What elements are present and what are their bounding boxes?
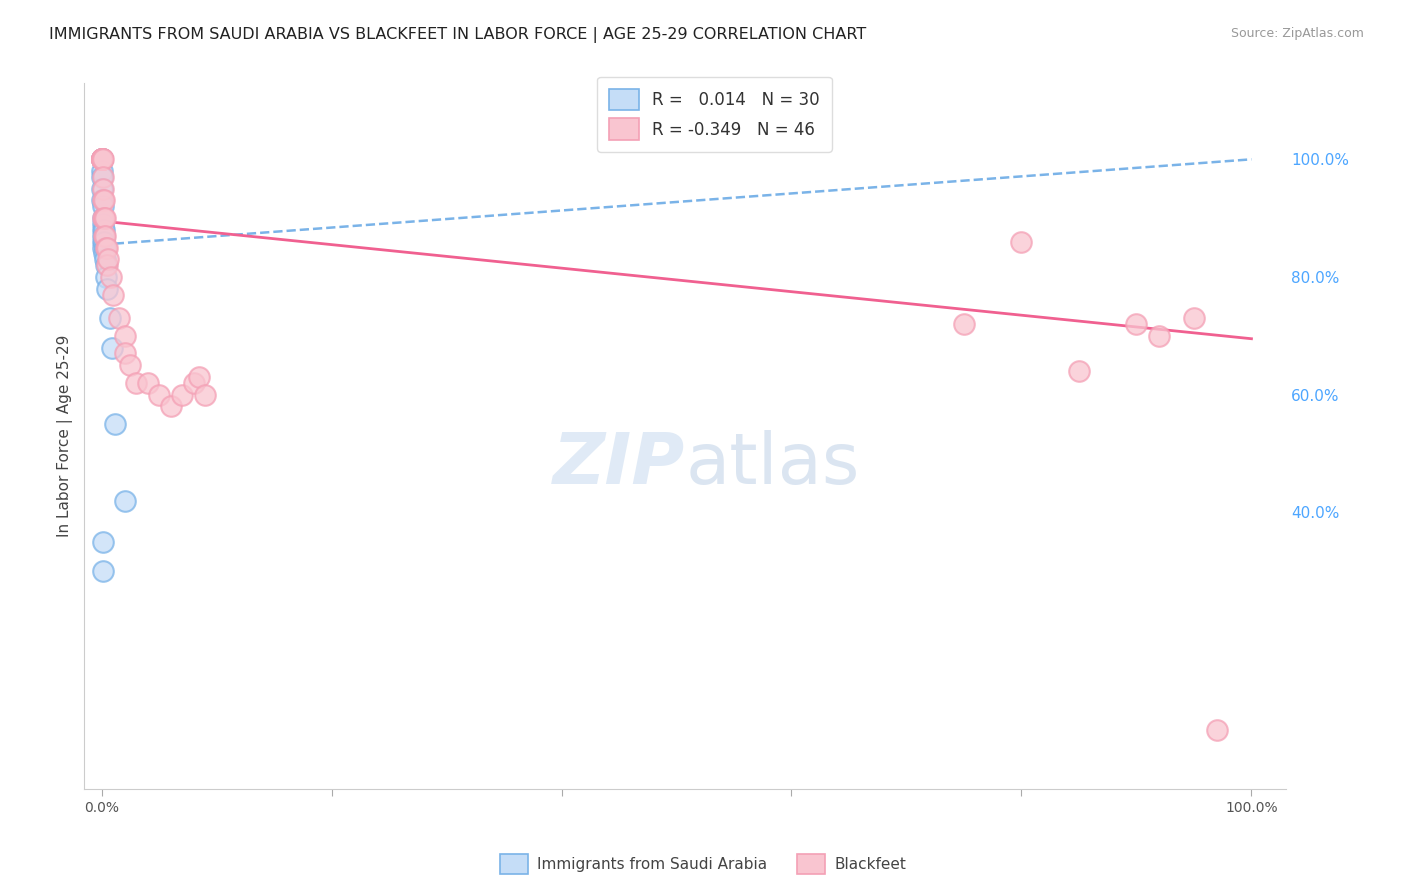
Point: [90, 153, 112, 167]
Point: [90, 153, 112, 167]
Point: [159, 400, 181, 414]
Point: [93, 228, 115, 243]
Point: [96, 282, 118, 296]
Point: [98, 311, 121, 326]
Y-axis label: In Labor Force | Age 25-29: In Labor Force | Age 25-29: [58, 334, 73, 537]
Point: [104, 417, 127, 431]
Point: [170, 387, 193, 401]
Point: [90, 153, 112, 167]
Point: [107, 311, 129, 326]
Point: [91, 199, 114, 213]
Point: [96, 258, 118, 272]
Point: [194, 387, 217, 401]
Point: [183, 376, 205, 390]
Point: [94, 258, 117, 272]
Point: [94, 228, 117, 243]
Point: [91, 153, 114, 167]
Point: [90, 153, 112, 167]
Point: [120, 358, 142, 372]
Point: [94, 252, 117, 267]
Point: [91, 194, 114, 208]
Text: Source: ZipAtlas.com: Source: ZipAtlas.com: [1230, 27, 1364, 40]
Point: [1149, 328, 1171, 343]
Point: [148, 387, 170, 401]
Point: [90, 153, 112, 167]
Point: [93, 228, 115, 243]
Point: [90, 153, 112, 167]
Point: [90, 153, 112, 167]
Point: [1067, 364, 1090, 378]
Point: [91, 564, 114, 578]
Point: [90, 153, 112, 167]
Legend: Immigrants from Saudi Arabia, Blackfeet: Immigrants from Saudi Arabia, Blackfeet: [494, 848, 912, 880]
Point: [1011, 235, 1033, 249]
Text: IMMIGRANTS FROM SAUDI ARABIA VS BLACKFEET IN LABOR FORCE | AGE 25-29 CORRELATION: IMMIGRANTS FROM SAUDI ARABIA VS BLACKFEE…: [49, 27, 866, 43]
Point: [1182, 311, 1205, 326]
Point: [91, 217, 114, 231]
Point: [91, 228, 114, 243]
Point: [93, 194, 115, 208]
Point: [114, 328, 136, 343]
Point: [91, 223, 114, 237]
Point: [90, 169, 112, 184]
Point: [101, 287, 124, 301]
Point: [91, 211, 114, 226]
Point: [91, 241, 114, 255]
Point: [94, 270, 117, 285]
Point: [90, 153, 112, 167]
Text: ZIP: ZIP: [553, 430, 685, 499]
Point: [91, 211, 114, 226]
Point: [91, 182, 114, 196]
Point: [93, 246, 115, 260]
Point: [100, 270, 122, 285]
Point: [96, 241, 118, 255]
Text: atlas: atlas: [685, 430, 859, 499]
Point: [91, 235, 114, 249]
Point: [90, 153, 112, 167]
Point: [93, 235, 115, 249]
Point: [188, 370, 211, 384]
Point: [125, 376, 148, 390]
Point: [91, 534, 114, 549]
Point: [114, 346, 136, 360]
Point: [91, 169, 114, 184]
Point: [90, 153, 112, 167]
Point: [90, 194, 112, 208]
Point: [94, 241, 117, 255]
Point: [90, 164, 112, 178]
Point: [90, 153, 112, 167]
Point: [93, 211, 115, 226]
Point: [90, 153, 112, 167]
Point: [90, 153, 112, 167]
Point: [114, 493, 136, 508]
Legend: R =   0.014   N = 30, R = -0.349   N = 46: R = 0.014 N = 30, R = -0.349 N = 46: [598, 77, 831, 152]
Point: [953, 317, 976, 331]
Point: [94, 211, 117, 226]
Point: [1125, 317, 1147, 331]
Point: [97, 252, 120, 267]
Point: [101, 341, 124, 355]
Point: [136, 376, 159, 390]
Point: [93, 223, 115, 237]
Point: [90, 182, 112, 196]
Point: [1206, 723, 1229, 737]
Point: [94, 241, 117, 255]
